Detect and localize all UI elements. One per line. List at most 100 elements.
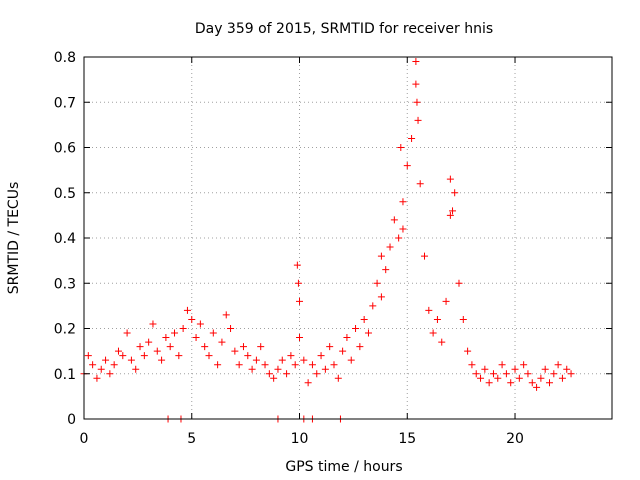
data-point (127, 356, 135, 364)
data-point (399, 198, 407, 206)
data-point (84, 352, 92, 360)
data-point (416, 180, 424, 188)
data-point (300, 356, 308, 364)
data-point (334, 374, 342, 382)
x-axis-label: GPS time / hours (285, 459, 402, 475)
data-point (343, 334, 351, 342)
data-point (119, 352, 127, 360)
data-point (179, 325, 187, 332)
data-point (498, 361, 506, 369)
data-point (369, 302, 377, 310)
data-point (446, 175, 454, 183)
data-point (397, 144, 405, 151)
data-point (287, 352, 295, 360)
data-point (270, 374, 278, 382)
data-point (171, 329, 179, 337)
chart-title: Day 359 of 2015, SRMTID for receiver hni… (195, 21, 493, 37)
x-tick-label: 0 (80, 431, 89, 447)
data-point (89, 361, 97, 369)
data-point (421, 252, 429, 260)
y-tick-label: 0.1 (54, 367, 76, 383)
y-tick-label: 0.4 (54, 231, 76, 247)
data-point (274, 365, 282, 373)
data-point (261, 361, 269, 369)
data-point (296, 297, 304, 305)
data-point (395, 234, 403, 242)
data-point (446, 211, 454, 219)
data-point (533, 383, 541, 391)
data-point (502, 370, 510, 378)
data-point (106, 370, 114, 378)
data-point (132, 365, 140, 373)
data-point (356, 343, 364, 351)
data-point (382, 266, 390, 274)
data-point (412, 80, 420, 88)
data-point (558, 374, 566, 382)
marks-layer (80, 58, 575, 423)
data-point (291, 361, 299, 369)
data-point (114, 347, 122, 355)
data-point (218, 338, 226, 346)
data-point (414, 116, 422, 124)
data-point (520, 361, 528, 369)
data-point (451, 189, 459, 197)
data-point (239, 343, 247, 351)
data-point (248, 365, 256, 373)
data-point (515, 374, 523, 382)
data-point (524, 370, 532, 378)
data-point (481, 365, 489, 373)
data-point (136, 343, 144, 351)
data-point (252, 356, 260, 364)
x-tick-label: 10 (291, 431, 309, 447)
data-point (278, 356, 286, 364)
data-point (283, 370, 291, 378)
x-tick-label: 5 (187, 431, 196, 447)
data-point (257, 343, 265, 351)
data-point (196, 320, 204, 328)
ticks-layer: 0 0.1 0.2 0.3 0.4 0.5 0.6 0.7 0.8 0 5 10 15 20 (54, 50, 612, 447)
data-point (546, 379, 554, 387)
data-point (347, 356, 355, 364)
data-point (149, 320, 157, 328)
data-point (265, 370, 273, 378)
data-point (464, 347, 472, 355)
data-point (563, 365, 571, 373)
data-point (360, 315, 368, 323)
data-point (408, 134, 416, 142)
data-point (373, 279, 381, 287)
data-point (93, 374, 101, 382)
data-point (231, 347, 239, 355)
data-point (377, 252, 385, 260)
x-tick-label: 15 (398, 431, 416, 447)
data-point (321, 365, 329, 373)
data-point (442, 297, 450, 305)
data-point (293, 261, 301, 269)
data-point (175, 352, 183, 360)
data-point (326, 343, 334, 351)
data-point (472, 370, 480, 378)
data-point (554, 361, 562, 369)
data-point (330, 361, 338, 369)
data-point (477, 374, 485, 382)
data-point (183, 306, 191, 314)
data-point (162, 334, 170, 342)
data-point (209, 329, 217, 337)
data-point (449, 207, 457, 215)
data-point (489, 370, 497, 378)
data-point (205, 352, 213, 360)
data-point (339, 347, 347, 355)
data-point (494, 374, 502, 382)
data-point (188, 315, 196, 323)
data-point (153, 347, 161, 355)
data-point (110, 361, 118, 369)
y-tick-label: 0.6 (54, 141, 76, 157)
data-point (511, 365, 519, 373)
data-point (399, 225, 407, 233)
data-point (455, 279, 463, 287)
data-point (567, 370, 575, 378)
data-point (145, 338, 153, 346)
data-point (485, 379, 493, 387)
data-point (313, 370, 321, 378)
data-point (294, 279, 302, 287)
